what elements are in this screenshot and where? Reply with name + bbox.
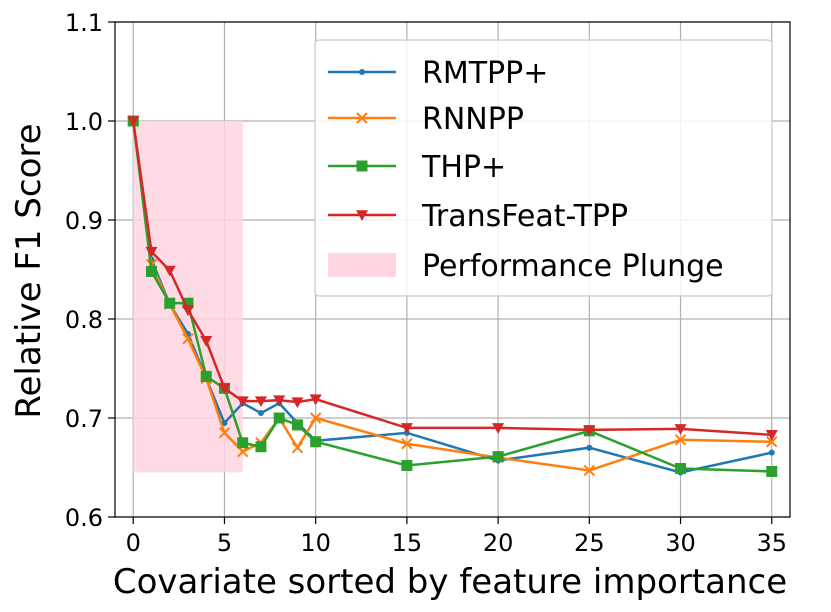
data-point <box>768 449 775 456</box>
data-point <box>766 465 778 477</box>
series-line <box>132 120 772 473</box>
data-point <box>401 438 413 450</box>
legend-label: Performance Plunge <box>422 249 724 284</box>
data-point <box>273 412 285 424</box>
y-tick-label: 0.7 <box>65 405 103 433</box>
data-point <box>182 297 194 309</box>
data-point <box>765 430 778 441</box>
data-point <box>674 434 687 446</box>
data-point <box>200 335 213 347</box>
plot-area: 0 5 10 15 20 25 30 35 0.6 0.7 0.8 0.9 1.0 1.1 RMTPP+ RN… <box>65 9 791 557</box>
data-point <box>674 424 687 435</box>
data-point <box>356 210 368 221</box>
data-point <box>254 396 267 408</box>
series-line <box>132 120 772 437</box>
data-point <box>145 246 158 258</box>
legend-label: RMTPP+ <box>422 56 548 91</box>
data-point <box>200 370 212 382</box>
data-point <box>291 419 303 431</box>
data-point <box>359 69 365 75</box>
x-tick-label: 20 <box>483 529 514 557</box>
data-point <box>586 444 593 451</box>
x-tick-label: 15 <box>392 529 423 557</box>
data-point <box>291 397 304 409</box>
data-point <box>164 297 176 309</box>
data-point <box>583 425 596 436</box>
data-point <box>401 460 413 472</box>
data-point <box>236 445 249 458</box>
x-tick-label: 35 <box>756 529 787 557</box>
data-point <box>291 441 304 454</box>
data-point <box>675 462 687 474</box>
data-point <box>766 436 778 448</box>
data-point <box>237 437 249 449</box>
axes-frame <box>114 21 791 518</box>
legend-label: RNNPP <box>422 102 524 137</box>
x-tick-label: 5 <box>217 529 232 557</box>
data-point <box>257 410 264 417</box>
legend-label: TransFeat-TPP <box>421 199 628 234</box>
legend: RMTPP+ RNNPP THP+ TransFeat-TPP Performance … <box>314 39 773 297</box>
data-point <box>127 116 140 127</box>
x-tick-label: 0 <box>126 529 141 557</box>
x-tick-label: 10 <box>300 529 331 557</box>
data-point <box>145 265 157 277</box>
data-point <box>273 395 286 407</box>
y-tick-label: 0.9 <box>65 207 103 235</box>
data-point <box>400 423 413 434</box>
series-transfeat-tpp <box>127 116 778 441</box>
legend-label: THP+ <box>421 150 506 185</box>
data-point <box>236 396 249 408</box>
data-point <box>218 427 231 439</box>
data-point <box>163 265 176 277</box>
y-tick-label: 1.1 <box>65 9 103 37</box>
data-point <box>310 436 322 448</box>
x-axis-label: Covariate sorted by feature importance <box>113 562 787 602</box>
data-point <box>492 451 504 463</box>
data-point <box>182 333 194 345</box>
x-tick-label: 25 <box>574 529 605 557</box>
data-point <box>492 423 505 434</box>
x-tick-label: 30 <box>665 529 696 557</box>
y-tick-label: 0.8 <box>65 306 103 334</box>
legend-box <box>314 39 773 297</box>
data-point <box>356 112 368 124</box>
y-tick-label: 1.0 <box>65 108 103 136</box>
legend-region-swatch <box>328 253 396 277</box>
performance-plunge-region <box>133 121 243 473</box>
data-point <box>309 412 322 424</box>
y-tick-label: 0.6 <box>65 504 103 532</box>
data-point <box>255 441 267 453</box>
data-point <box>583 464 596 477</box>
data-point <box>309 394 322 406</box>
data-point <box>356 160 368 172</box>
data-point <box>218 383 231 395</box>
data-point <box>181 305 194 317</box>
y-axis-label: Relative F1 Score <box>9 123 49 418</box>
